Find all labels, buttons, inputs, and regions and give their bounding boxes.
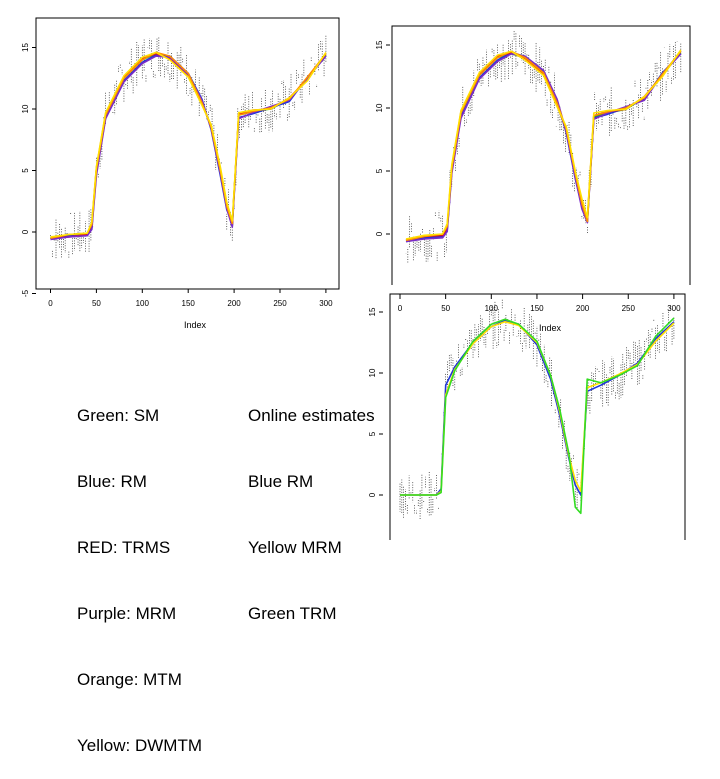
chart-panel-bottom-right: 0 5 10 15 0 50 100 150 200 250 300 Index (355, 285, 720, 540)
legend-item-mtm: Orange: MTM (77, 670, 182, 689)
x-axis-label: Index (539, 323, 562, 333)
y-tick-label: 10 (368, 368, 377, 377)
legend-item-dwmtm: Yellow: DWMTM (77, 736, 202, 755)
x-tick-label: 0 (398, 304, 403, 313)
x-tick-label: 150 (182, 299, 196, 308)
y-tick-label: 0 (368, 492, 377, 497)
series-line-dwmtm (405, 49, 682, 240)
y-tick-label: 15 (368, 307, 377, 316)
plot-box (35, 17, 340, 290)
noise-layer (399, 299, 675, 520)
x-tick-label: 250 (622, 304, 636, 313)
series-layer (400, 317, 675, 515)
legend-title-online: Online estimates (248, 406, 375, 425)
y-axis: 0 5 10 15 (368, 307, 383, 497)
y-tick-label: 0 (21, 229, 30, 234)
x-tick-label: 300 (319, 299, 333, 308)
legend-item-blue-rm: Blue RM (248, 472, 314, 491)
x-tick-label: 250 (273, 299, 287, 308)
y-tick-label: -5 (21, 289, 30, 297)
legend-item-mrm: Purple: MRM (77, 604, 177, 623)
series-layer (405, 49, 682, 243)
y-tick-label: 5 (375, 168, 384, 173)
legend-item-sm: Green: SM (77, 406, 160, 425)
plot-box (391, 25, 691, 291)
y-axis: -5 0 5 10 15 (21, 43, 36, 297)
x-tick-label: 100 (485, 304, 499, 313)
series-layer (50, 51, 327, 241)
x-tick-label: 300 (667, 304, 681, 313)
x-tick-label: 0 (48, 299, 53, 308)
y-tick-label: 15 (375, 40, 384, 49)
chart-panel-top-left: -5 0 5 10 15 0 50 100 150 200 250 300 Index (21, 17, 340, 330)
x-tick-label: 100 (136, 299, 150, 308)
legend-item-trms: RED: TRMS (77, 538, 171, 557)
x-axis: 0 50 100 150 200 250 300 (48, 289, 333, 308)
x-tick-label: 200 (576, 304, 590, 313)
legend-item-yellow-mrm: Yellow MRM (248, 538, 342, 557)
legend-methods: Green: SM Blue: RM RED: TRMS Purple: MRM… (77, 361, 202, 779)
series-line-trm (400, 317, 675, 515)
plot-box (389, 293, 686, 540)
x-tick-label: 50 (441, 304, 450, 313)
y-tick-label: 10 (375, 103, 384, 112)
plot-box-background (355, 285, 720, 540)
legend-item-green-trm: Green TRM (248, 604, 337, 623)
y-tick-label: 0 (375, 231, 384, 236)
y-tick-label: 5 (368, 431, 377, 436)
legend-online-estimates: Online estimates Blue RM Yellow MRM Gree… (248, 361, 375, 647)
x-tick-label: 200 (227, 299, 241, 308)
x-tick-label: 50 (92, 299, 101, 308)
x-axis: 0 50 100 150 200 250 300 (398, 294, 681, 313)
x-axis-label: Index (184, 320, 207, 330)
series-line-dwmtm (50, 51, 327, 238)
y-tick-label: 5 (21, 168, 30, 173)
x-tick-label: 150 (530, 304, 544, 313)
y-tick-label: 10 (21, 104, 30, 113)
y-tick-label: 15 (21, 43, 30, 52)
legend-item-rm: Blue: RM (77, 472, 147, 491)
